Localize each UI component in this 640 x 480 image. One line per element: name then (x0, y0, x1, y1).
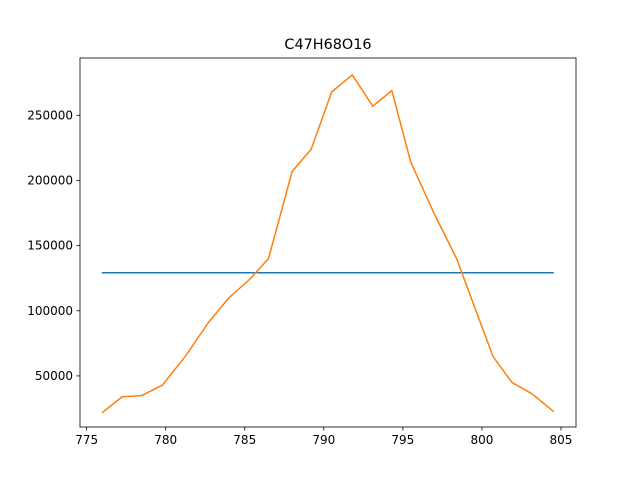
x-tick-label: 775 (75, 433, 98, 447)
chart-title: C47H68O16 (284, 37, 371, 53)
y-axis-ticks: 50000 100000 150000 200000 250000 (27, 108, 80, 383)
y-tick-label: 150000 (27, 239, 73, 253)
x-tick-label: 800 (470, 433, 493, 447)
x-tick-label: 795 (391, 433, 414, 447)
x-tick-label: 780 (154, 433, 177, 447)
x-tick-label: 785 (233, 433, 256, 447)
y-tick-label: 250000 (27, 108, 73, 122)
series-line-peak (101, 74, 555, 414)
plot-area (101, 74, 555, 414)
axes-frame (79, 57, 577, 428)
y-tick-label: 100000 (27, 304, 73, 318)
y-tick-label: 200000 (27, 173, 73, 187)
x-tick-label: 805 (550, 433, 573, 447)
x-axis-ticks: 775 780 785 790 795 800 805 (75, 427, 572, 447)
x-tick-label: 790 (312, 433, 335, 447)
y-tick-label: 50000 (35, 369, 73, 383)
